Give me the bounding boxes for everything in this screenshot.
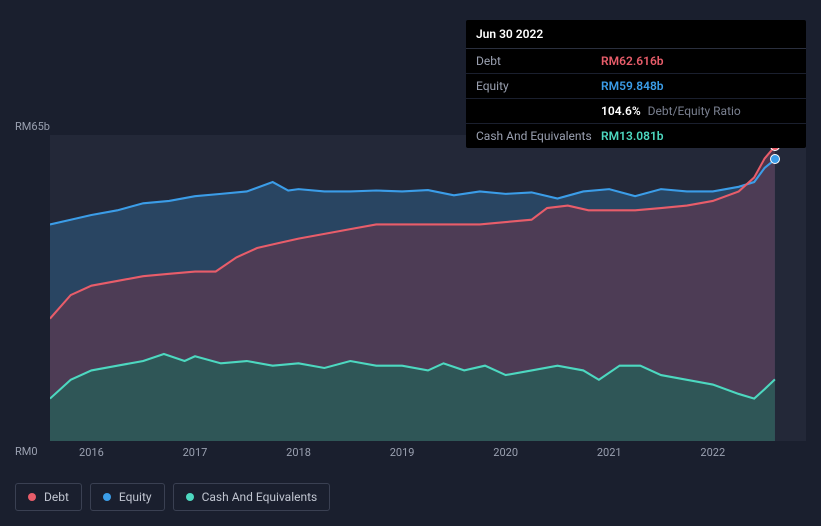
y-axis-min: RM0 [15, 445, 38, 458]
tooltip-row-value: 104.6% Debt/Equity Ratio [601, 104, 741, 118]
tooltip-row: DebtRM62.616b [466, 49, 806, 74]
tooltip-row: 104.6% Debt/Equity Ratio [466, 99, 806, 124]
x-tick: 2019 [390, 446, 415, 459]
legend: Debt Equity Cash And Equivalents [15, 483, 330, 511]
end-marker-equity [770, 154, 780, 164]
tooltip-row-label [476, 104, 601, 118]
tooltip-row-label: Cash And Equivalents [476, 129, 601, 143]
tooltip-row-value: RM59.848b [601, 79, 664, 93]
x-tick: 2016 [79, 446, 104, 459]
tooltip-row: EquityRM59.848b [466, 74, 806, 99]
tooltip-rows: DebtRM62.616bEquityRM59.848b104.6% Debt/… [466, 49, 806, 148]
tooltip-date: Jun 30 2022 [466, 20, 806, 49]
legend-dot-icon [28, 493, 36, 501]
x-tick: 2022 [700, 446, 725, 459]
legend-dot-icon [186, 493, 194, 501]
tooltip-row-extra: Debt/Equity Ratio [645, 104, 741, 118]
y-axis-max: RM65b [15, 120, 50, 133]
chart-area: RM65b RM0 2016 2017 2018 2019 2020 2021 2022 [15, 120, 806, 476]
legend-dot-icon [103, 493, 111, 501]
x-tick: 2017 [183, 446, 208, 459]
tooltip-row-value: RM62.616b [601, 54, 664, 68]
x-tick: 2020 [493, 446, 518, 459]
tooltip-row-value: RM13.081b [601, 129, 664, 143]
tooltip-row-label: Debt [476, 54, 601, 68]
legend-label: Cash And Equivalents [202, 490, 318, 504]
legend-item-cash[interactable]: Cash And Equivalents [173, 483, 331, 511]
legend-item-equity[interactable]: Equity [90, 483, 165, 511]
legend-label: Equity [119, 490, 152, 504]
x-tick: 2021 [597, 446, 622, 459]
data-tooltip: Jun 30 2022 DebtRM62.616bEquityRM59.848b… [466, 20, 806, 148]
tooltip-row: Cash And EquivalentsRM13.081b [466, 124, 806, 148]
tooltip-row-label: Equity [476, 79, 601, 93]
legend-label: Debt [44, 490, 69, 504]
x-axis: 2016 2017 2018 2019 2020 2021 2022 [50, 446, 806, 466]
legend-item-debt[interactable]: Debt [15, 483, 82, 511]
plot-area[interactable] [50, 135, 806, 441]
x-tick: 2018 [286, 446, 311, 459]
